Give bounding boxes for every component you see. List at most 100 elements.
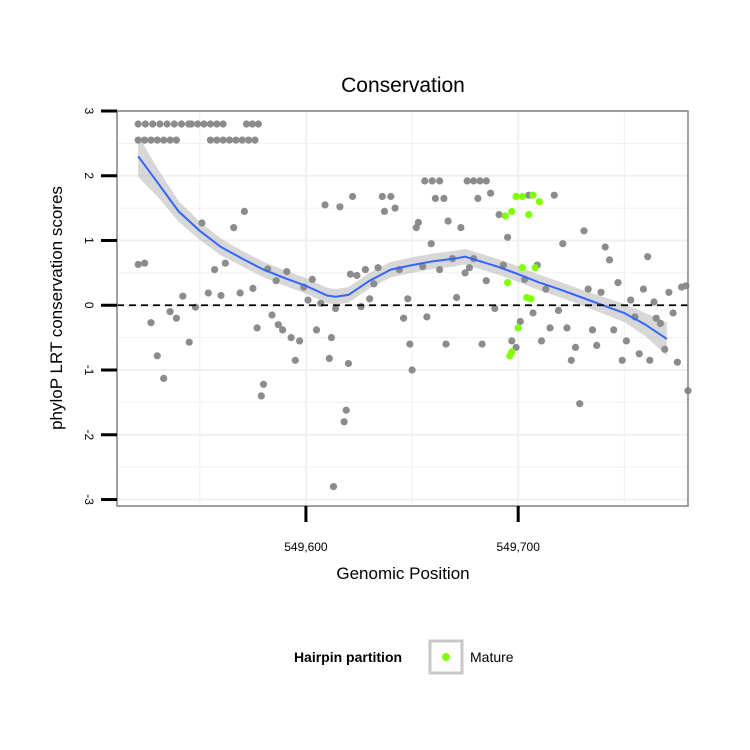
data-point bbox=[141, 259, 149, 267]
data-point bbox=[342, 406, 350, 414]
data-point bbox=[253, 324, 261, 332]
data-point bbox=[476, 177, 484, 185]
x-tick-label: 549,700 bbox=[496, 540, 540, 554]
data-point bbox=[404, 295, 412, 303]
data-point bbox=[172, 314, 180, 322]
data-point bbox=[673, 358, 682, 366]
data-point bbox=[499, 261, 507, 269]
data-point bbox=[279, 326, 287, 334]
data-point bbox=[559, 240, 567, 248]
data-point bbox=[650, 298, 658, 306]
y-axis: -3 -2 -1 0 1 2 3 bbox=[82, 108, 117, 505]
data-point bbox=[423, 313, 431, 321]
y-axis-title: phyloP LRT conservation scores bbox=[47, 186, 66, 430]
data-point bbox=[217, 291, 225, 300]
data-point bbox=[512, 343, 520, 351]
data-point bbox=[550, 191, 558, 199]
data-point bbox=[491, 304, 499, 313]
data-point bbox=[665, 288, 673, 296]
data-point bbox=[238, 136, 246, 144]
data-point bbox=[248, 120, 256, 128]
data-point bbox=[296, 337, 304, 345]
data-point bbox=[470, 177, 478, 185]
data-point bbox=[194, 120, 202, 128]
data-point bbox=[206, 136, 214, 144]
data-point-mature bbox=[518, 192, 527, 201]
data-point bbox=[463, 177, 471, 185]
data-point bbox=[644, 253, 652, 261]
data-point bbox=[254, 120, 262, 128]
data-point bbox=[529, 309, 537, 317]
data-point bbox=[304, 296, 312, 304]
data-point bbox=[166, 308, 174, 316]
data-point bbox=[474, 194, 482, 202]
data-point bbox=[272, 277, 280, 285]
data-point bbox=[366, 295, 374, 303]
data-point bbox=[274, 321, 282, 329]
data-point bbox=[400, 314, 408, 322]
data-point bbox=[639, 285, 648, 293]
y-tick-label: -3 bbox=[82, 494, 96, 505]
data-point bbox=[308, 275, 316, 283]
data-point bbox=[357, 303, 365, 311]
data-point bbox=[465, 264, 473, 272]
data-point bbox=[156, 120, 164, 128]
data-point bbox=[240, 207, 248, 215]
data-point bbox=[457, 224, 465, 232]
data-point-mature bbox=[527, 295, 535, 303]
data-point bbox=[487, 189, 495, 197]
data-point bbox=[332, 304, 340, 313]
data-point bbox=[546, 324, 554, 332]
data-point bbox=[153, 136, 161, 144]
data-point bbox=[185, 338, 193, 346]
data-point bbox=[257, 392, 265, 400]
data-point bbox=[453, 293, 461, 302]
data-point bbox=[584, 285, 592, 293]
data-point bbox=[147, 319, 155, 327]
data-point bbox=[652, 314, 660, 322]
data-point bbox=[336, 203, 344, 211]
data-point bbox=[147, 136, 155, 144]
data-point bbox=[504, 233, 512, 241]
data-point bbox=[134, 260, 142, 269]
data-point bbox=[268, 311, 276, 319]
data-point bbox=[567, 356, 575, 364]
data-point bbox=[656, 319, 665, 327]
y-tick-label: -1 bbox=[82, 365, 96, 376]
data-point bbox=[179, 292, 187, 300]
data-point bbox=[482, 277, 490, 285]
data-point bbox=[378, 192, 386, 201]
data-point bbox=[669, 309, 677, 317]
data-point bbox=[601, 243, 609, 251]
data-point-mature bbox=[525, 211, 533, 219]
legend-key-mature bbox=[442, 653, 450, 661]
legend-label-mature: Mature bbox=[470, 649, 514, 665]
data-point bbox=[251, 136, 259, 144]
data-point bbox=[160, 136, 168, 144]
data-point bbox=[170, 120, 178, 128]
data-point bbox=[406, 340, 414, 348]
data-point bbox=[236, 289, 244, 297]
data-point bbox=[427, 240, 435, 248]
data-point bbox=[187, 120, 195, 128]
data-point bbox=[325, 354, 333, 362]
data-point bbox=[593, 341, 601, 349]
data-point bbox=[370, 280, 378, 288]
data-point bbox=[431, 194, 439, 202]
data-point-mature bbox=[512, 192, 520, 201]
data-point bbox=[245, 136, 253, 144]
data-point bbox=[440, 194, 448, 202]
data-point bbox=[242, 120, 251, 128]
data-point bbox=[340, 418, 348, 426]
data-point bbox=[321, 201, 329, 209]
data-point bbox=[478, 340, 486, 348]
data-point bbox=[249, 284, 257, 292]
data-point bbox=[508, 337, 516, 345]
data-point bbox=[232, 136, 240, 144]
data-point bbox=[312, 326, 321, 334]
data-point-mature bbox=[508, 348, 516, 356]
y-tick-label: 3 bbox=[82, 108, 96, 115]
data-point bbox=[537, 337, 546, 345]
x-tick-label: 549,600 bbox=[284, 540, 328, 554]
data-point bbox=[206, 120, 214, 128]
